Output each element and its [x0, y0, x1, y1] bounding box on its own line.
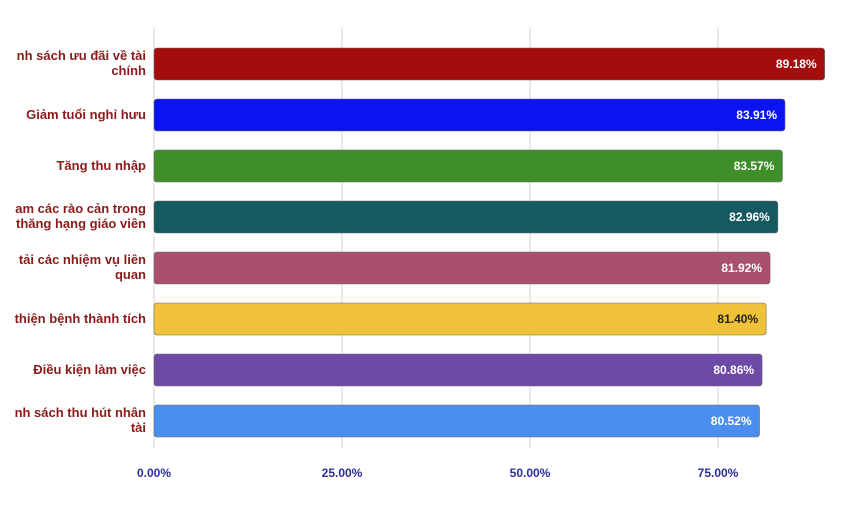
bar-value-label-7: 80.52%	[711, 414, 752, 428]
bar-7	[153, 404, 760, 438]
category-label-4-line-0: tải các nhiệm vụ liên	[19, 252, 146, 267]
x-tick-label-3: 75.00%	[698, 466, 739, 480]
category-label-7-line-0: nh sách thu hút nhân	[15, 405, 146, 420]
bar-2	[153, 149, 783, 183]
x-tick-label-0: 0.00%	[137, 466, 171, 480]
category-label-6-line-0: Điều kiện làm việc	[33, 362, 146, 377]
bar-1	[153, 98, 786, 132]
bar-value-label-5: 81.40%	[717, 312, 758, 326]
bar-value-label-3: 82.96%	[729, 210, 770, 224]
bar-6	[153, 353, 763, 387]
category-label-3-line-1: thăng hạng giáo viên	[16, 216, 146, 231]
category-label-2-line-0: Tăng thu nhập	[56, 158, 146, 173]
category-label-5-line-0: thiện bệnh thành tích	[15, 311, 146, 326]
category-label-3-line-0: am các rào cản trong	[15, 201, 146, 216]
x-tick-label-1: 25.00%	[322, 466, 363, 480]
bar-value-label-4: 81.92%	[721, 261, 762, 275]
bar-4	[153, 251, 771, 285]
bar-3	[153, 200, 779, 234]
category-label-0-line-0: nh sách ưu đãi về tài	[17, 48, 146, 63]
category-label-7-line-1: tài	[131, 420, 146, 435]
x-tick-label-2: 50.00%	[510, 466, 551, 480]
bar-0	[153, 47, 825, 81]
category-label-0-line-1: chính	[111, 63, 146, 78]
bars: 89.18% 83.91% 83.57% 82.96% 81.92% 81.40% 80.8…	[153, 47, 825, 438]
bar-value-label-0: 89.18%	[776, 57, 817, 71]
x-axis-ticks: 0.00% 25.00% 50.00% 75.00%	[137, 466, 739, 480]
category-label-1-line-0: Giảm tuổi nghỉ hưu	[26, 107, 146, 122]
bar-value-label-2: 83.57%	[734, 159, 775, 173]
category-label-4-line-1: quan	[115, 267, 146, 282]
bar-5	[153, 302, 767, 336]
bar-value-label-1: 83.91%	[736, 108, 777, 122]
bar-value-label-6: 80.86%	[713, 363, 754, 377]
